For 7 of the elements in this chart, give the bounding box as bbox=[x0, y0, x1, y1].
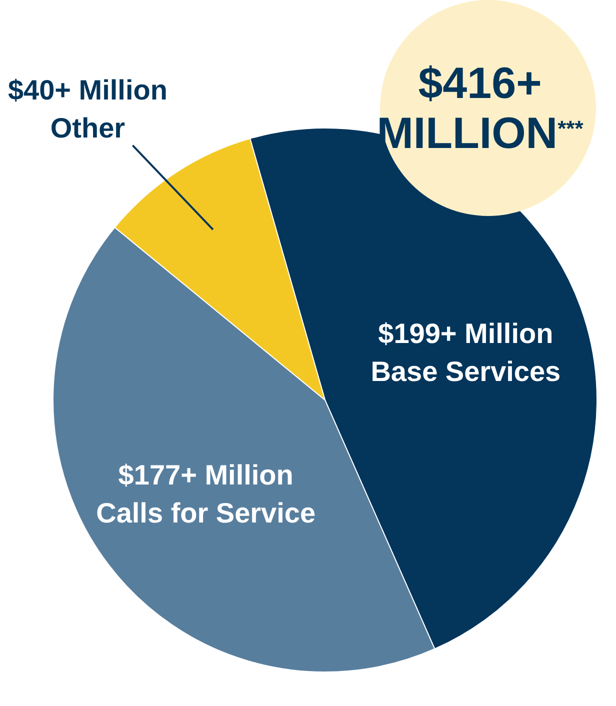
text: $416+ MILLION$^{***}$ bbox=[376, 59, 584, 158]
data-label: $177+ Million bbox=[118, 459, 294, 490]
slice-label: Other bbox=[50, 112, 126, 144]
data-label: $40+ Million bbox=[8, 74, 168, 106]
slice-label: Calls for Service bbox=[96, 497, 316, 528]
slice-label: Base Services bbox=[370, 356, 561, 388]
data-label: $199+ Million bbox=[378, 318, 554, 350]
